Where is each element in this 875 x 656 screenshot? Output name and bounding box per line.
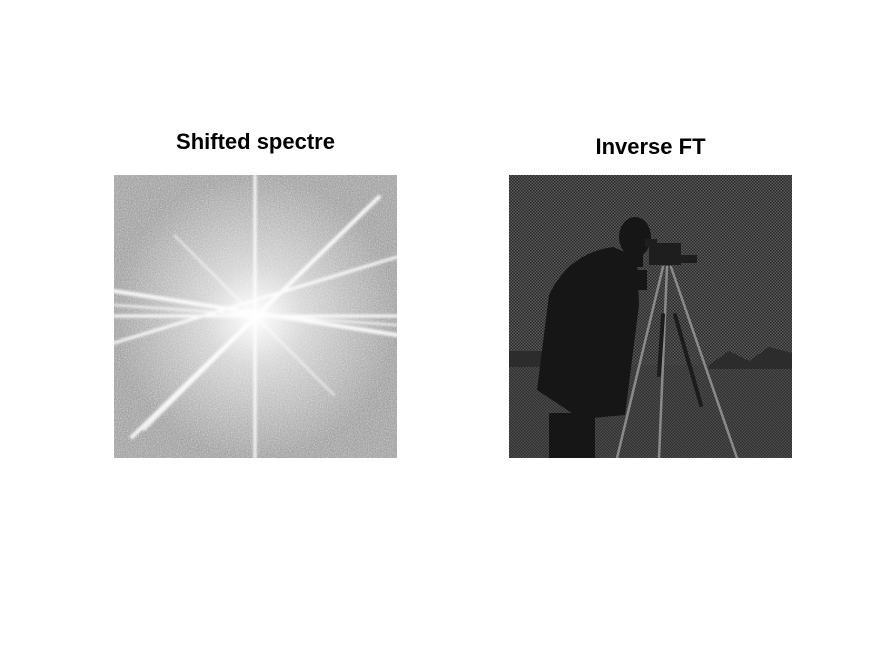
inverse-ft-panel-title: Inverse FT bbox=[595, 134, 706, 159]
inverse-ft-image bbox=[509, 175, 792, 458]
spectrum-panel-title: Shifted spectre bbox=[176, 129, 335, 154]
spectrum-image bbox=[114, 175, 397, 458]
